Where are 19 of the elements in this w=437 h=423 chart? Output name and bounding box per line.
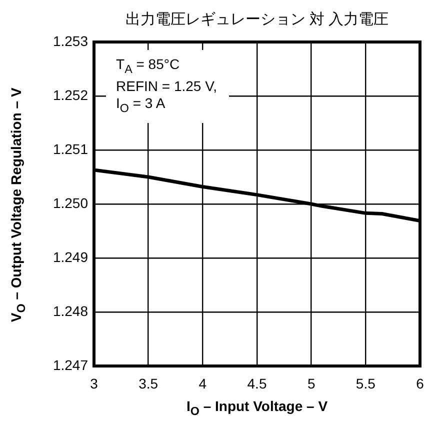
y-tick-label: 1.248 [52, 302, 88, 319]
annotation: REFIN = 1.25 V, [116, 78, 218, 95]
y-tick-label: 1.252 [52, 86, 88, 103]
annotation: T$_{A}$ = 85°C [116, 56, 181, 78]
y-tick-label: 1.249 [52, 248, 88, 265]
x-tick-label: 5.5 [356, 375, 376, 392]
y-tick-label: 1.251 [52, 140, 88, 157]
chart-title: 出力電圧レギュレーション 対 入力電圧 [124, 10, 390, 29]
y-tick-label: 1.247 [52, 356, 88, 373]
x-tick-label: 3.5 [138, 375, 158, 392]
x-tick-label: 3 [90, 375, 98, 392]
x-tick-label: 4 [198, 375, 207, 392]
annotation: I$_{O}$ = 3 A [116, 94, 166, 117]
y-tick-label: 1.250 [52, 194, 88, 211]
x-tick-label: 4.5 [247, 375, 267, 392]
x-tick-label: 5 [307, 375, 316, 392]
y-tick-label: 1.253 [52, 32, 88, 49]
x-axis-title: I$_{O}$ – Input Voltage – V [185, 398, 329, 418]
x-tick-label: 6 [416, 375, 424, 392]
